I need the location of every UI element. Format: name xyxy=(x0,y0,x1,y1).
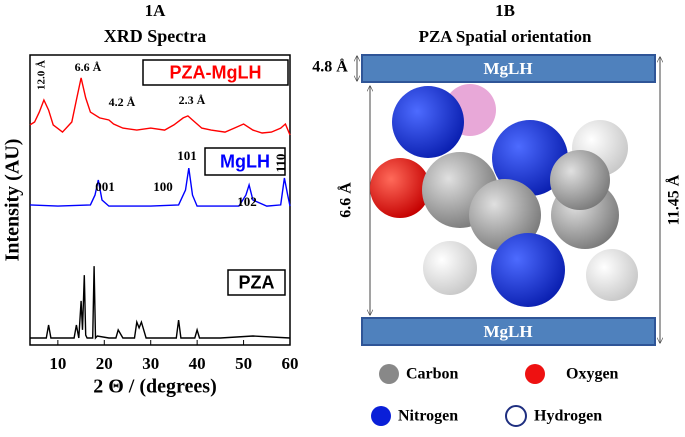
legend-label: Carbon xyxy=(406,366,459,383)
height-label: 6.6 Å xyxy=(337,182,355,218)
peak-label: 102 xyxy=(237,194,257,209)
atom xyxy=(423,241,477,295)
peak-label: 100 xyxy=(153,179,173,194)
x-axis-title: 2 Θ / (degrees) xyxy=(93,376,217,398)
spectrum-line xyxy=(29,77,291,136)
atom xyxy=(586,249,638,301)
legend-swatch xyxy=(371,406,391,426)
atom xyxy=(491,233,565,307)
legend-label: Hydrogen xyxy=(534,408,602,425)
legend-label: PZA-MgLH xyxy=(170,62,262,82)
atom xyxy=(550,150,610,210)
legend-swatch xyxy=(525,364,545,384)
y-axis-title: Intensity (AU) xyxy=(2,139,24,262)
x-tick-label: 40 xyxy=(189,354,206,373)
legend-swatch xyxy=(379,364,399,384)
spectrum-line xyxy=(30,266,291,340)
legend-box xyxy=(227,269,286,296)
peak-label: 6.6 Å xyxy=(75,60,102,74)
legend-box xyxy=(204,147,286,176)
legend-label: PZA xyxy=(239,272,275,292)
peak-label: 4.2 Å xyxy=(109,95,136,109)
atom xyxy=(469,179,541,251)
legend-label: Nitrogen xyxy=(398,408,458,425)
layer-box xyxy=(361,54,656,83)
peak-label: 110 xyxy=(273,154,288,173)
x-tick-label: 60 xyxy=(282,354,299,373)
plot-frame xyxy=(29,54,291,346)
layer-label: MgLH xyxy=(483,59,532,78)
chart-title: XRD Spectra xyxy=(104,26,206,46)
layer-box xyxy=(361,317,656,346)
x-tick-label: 50 xyxy=(235,354,252,373)
legend-swatch xyxy=(505,405,527,427)
spectrum-line xyxy=(29,167,291,207)
x-tick-label: 20 xyxy=(96,354,113,373)
layer-label: MgLH xyxy=(483,322,532,341)
x-tick-label: 30 xyxy=(142,354,159,373)
panel-label: 1B xyxy=(495,1,515,20)
atom xyxy=(392,86,464,158)
peak-label: 101 xyxy=(177,148,197,163)
plot: 10 20 30 40 50 60 PZA-MgLH MgLH PZA 12.0 Å 6.6 Å 4.… xyxy=(29,59,299,373)
atom xyxy=(492,120,568,196)
panel-label: 1A xyxy=(145,1,167,20)
legend-label: MgLH xyxy=(220,151,270,171)
peak-label: 2.3 Å xyxy=(179,93,206,107)
peak-label: 001 xyxy=(95,179,115,194)
legend-label: Oxygen xyxy=(566,366,619,383)
spacing-label: 11.45 Å xyxy=(665,174,683,225)
gap-label: 4.8 Å xyxy=(312,58,348,76)
atom xyxy=(370,158,430,218)
molecule xyxy=(370,84,638,307)
legend-box xyxy=(142,59,289,86)
x-tick-label: 10 xyxy=(49,354,66,373)
diagram-title: PZA Spatial orientation xyxy=(419,27,592,46)
peak-label: 12.0 Å xyxy=(36,60,48,90)
